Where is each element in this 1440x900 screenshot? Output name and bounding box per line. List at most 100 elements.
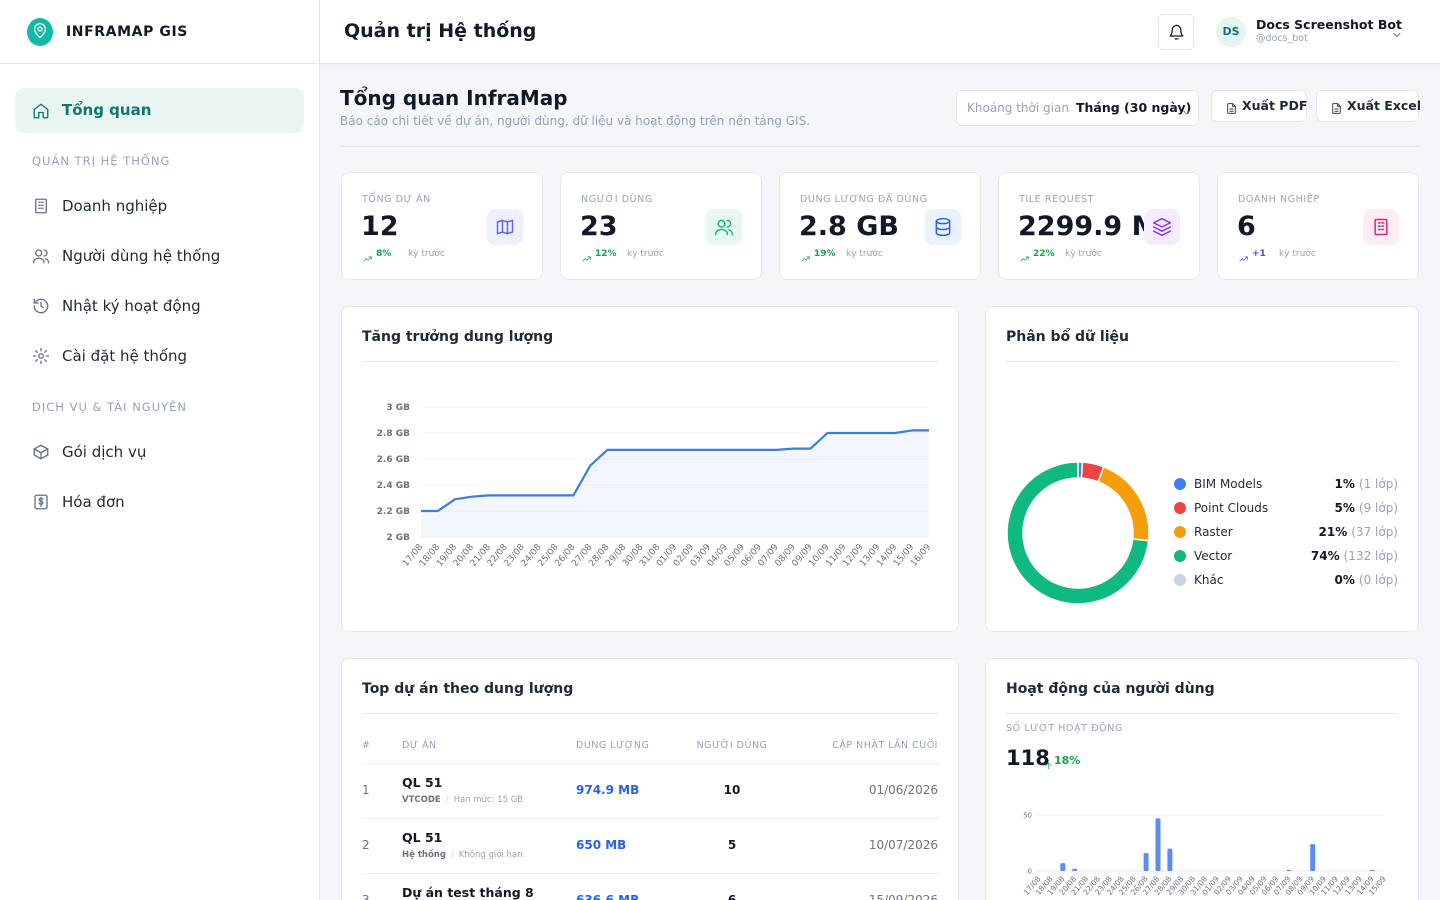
icon-part bbox=[33, 298, 49, 314]
metric-total: 118 bbox=[1006, 746, 1050, 770]
line-chart-card: Tăng trưởng dung lượng 2 GB 2.2 GB 2.4 GB 2.… bbox=[341, 306, 959, 632]
icon-part bbox=[501, 219, 509, 235]
metric-change: 18% bbox=[1054, 754, 1081, 767]
icon-part bbox=[1045, 762, 1052, 770]
nav-label: Cài đặt hệ thống bbox=[62, 347, 188, 365]
card-divider bbox=[1006, 713, 1398, 714]
icon-part bbox=[33, 444, 49, 460]
icon-part bbox=[33, 103, 49, 119]
period-label: Khoảng thời gian bbox=[967, 101, 1069, 115]
icon bbox=[1391, 26, 1403, 38]
stat-label: TILE REQUEST bbox=[1019, 194, 1094, 205]
nav-item[interactable]: Người dùng hệ thống bbox=[15, 234, 304, 278]
stat-note: kỳ trước bbox=[627, 249, 664, 259]
project-quota: Hạn mức: 15 GB bbox=[453, 795, 524, 805]
bar bbox=[1060, 863, 1066, 871]
nav-item[interactable]: Hóa đơn bbox=[15, 480, 304, 524]
row-divider bbox=[362, 763, 940, 764]
layer-label: (9 lớp) bbox=[1358, 501, 1398, 515]
icon-part bbox=[1183, 110, 1190, 115]
icon bbox=[581, 249, 593, 262]
stat-label: DOANH NGHIỆP bbox=[1238, 194, 1320, 205]
project-name: Dự án test tháng 8 bbox=[402, 885, 534, 900]
project-owner: VTCODE bbox=[402, 795, 441, 805]
card-title: Hoạt động của người dùng bbox=[1006, 681, 1215, 697]
column-header: # bbox=[362, 740, 371, 751]
export-button[interactable]: Xuất Excel bbox=[1316, 90, 1421, 122]
bar bbox=[1072, 868, 1078, 871]
icon-part bbox=[1229, 103, 1236, 112]
stat-change: 22% bbox=[1033, 249, 1055, 259]
bar bbox=[1143, 853, 1149, 871]
nav-item[interactable]: Doanh nghiệp bbox=[15, 184, 304, 228]
legend-value: 1% (1 lớp) bbox=[1335, 476, 1398, 492]
export-button[interactable]: Xuất PDF bbox=[1211, 90, 1307, 122]
period-select[interactable]: Khoảng thời gian Tháng (30 ngày) bbox=[956, 90, 1199, 126]
y-tick-label: 2.2 GB bbox=[377, 507, 410, 517]
icon bbox=[32, 347, 50, 365]
y-tick-label: 2 GB bbox=[386, 533, 410, 543]
project-updated: 01/06/2026 bbox=[868, 783, 938, 797]
stat-note: kỳ trước bbox=[1279, 249, 1316, 259]
legend-dot bbox=[1174, 502, 1186, 514]
icon-part bbox=[582, 256, 591, 262]
card-title: Top dự án theo dung lượng bbox=[362, 681, 574, 697]
legend-dot bbox=[1174, 574, 1186, 586]
nav-label: Gói dịch vụ bbox=[62, 443, 147, 461]
stat-card: TILE REQUEST 2299.9 M 22% kỳ trước bbox=[998, 172, 1200, 280]
icon bbox=[1181, 103, 1192, 115]
icon bbox=[1044, 756, 1053, 770]
user-menu[interactable]: DS Docs Screenshot Bot @docs_bot bbox=[1216, 10, 1416, 54]
nav-item-active[interactable]: Tổng quan bbox=[15, 88, 304, 133]
stat-icon bbox=[1144, 209, 1180, 245]
icon-part bbox=[34, 23, 46, 39]
chart-svg: 2 GB2.2 GB2.4 GB2.6 GB2.8 GB3 GB17/0818/… bbox=[377, 403, 934, 569]
icon-part bbox=[496, 219, 514, 235]
icon-part bbox=[33, 448, 49, 460]
project-name: QL 51 bbox=[402, 830, 443, 845]
legend-dot bbox=[1174, 526, 1186, 538]
avatar: DS bbox=[1216, 17, 1246, 47]
icon-part bbox=[1169, 24, 1184, 40]
stat-change: +1 bbox=[1252, 249, 1266, 259]
layer-label: (0 lớp) bbox=[1358, 573, 1398, 587]
icon-part bbox=[1393, 33, 1401, 37]
notification-button[interactable] bbox=[1158, 14, 1194, 50]
row-divider bbox=[362, 873, 940, 874]
stat-change: 19% bbox=[814, 249, 836, 259]
nav-item[interactable]: Cài đặt hệ thống bbox=[15, 334, 304, 378]
header-title: Quản trị Hệ thống bbox=[344, 20, 537, 42]
icon-part bbox=[1334, 103, 1341, 112]
row-index: 1 bbox=[362, 783, 370, 797]
project-owner: Hệ thống bbox=[402, 850, 446, 860]
stat-value: 12 bbox=[361, 211, 399, 242]
project-users: 10 bbox=[723, 783, 741, 797]
stat-note: kỳ trước bbox=[1065, 249, 1102, 259]
chart-svg: 05017/0818/0819/0820/0821/0822/0823/0824… bbox=[1022, 812, 1388, 897]
brand-logo bbox=[27, 18, 53, 46]
stat-card: NGƯỜI DÙNG 23 12% kỳ trước bbox=[560, 172, 762, 280]
icon-part bbox=[1169, 24, 1184, 40]
icon-part bbox=[38, 201, 44, 209]
page-subtitle: Báo cáo chi tiết về dự án, người dùng, d… bbox=[340, 114, 811, 128]
row-divider bbox=[362, 818, 940, 819]
nav-item[interactable]: Nhật ký hoạt động bbox=[15, 284, 304, 328]
stat-label: DUNG LƯỢNG ĐÃ DÙNG bbox=[800, 194, 928, 205]
stat-value: 2299.9 M bbox=[1018, 211, 1159, 242]
icon-part bbox=[1374, 218, 1388, 236]
legend-value: 74% (132 lớp) bbox=[1311, 548, 1398, 564]
row-index: 2 bbox=[362, 838, 370, 852]
area bbox=[421, 430, 929, 537]
icon-part bbox=[1332, 103, 1341, 114]
stat-value: 23 bbox=[580, 211, 618, 242]
stat-label: TỔNG DỰ ÁN bbox=[362, 194, 431, 205]
project-name: QL 51 bbox=[402, 775, 443, 790]
nav-item[interactable]: Gói dịch vụ bbox=[15, 430, 304, 474]
y-tick-label: 50 bbox=[1023, 812, 1032, 820]
separator: / bbox=[445, 795, 449, 805]
icon-part bbox=[34, 494, 48, 510]
legend-value: 21% (37 lớp) bbox=[1319, 524, 1398, 540]
icon bbox=[32, 197, 50, 215]
bar-chart-card: Hoạt động của người dùng SỐ LƯỢT HOẠT ĐỘN… bbox=[985, 658, 1419, 900]
